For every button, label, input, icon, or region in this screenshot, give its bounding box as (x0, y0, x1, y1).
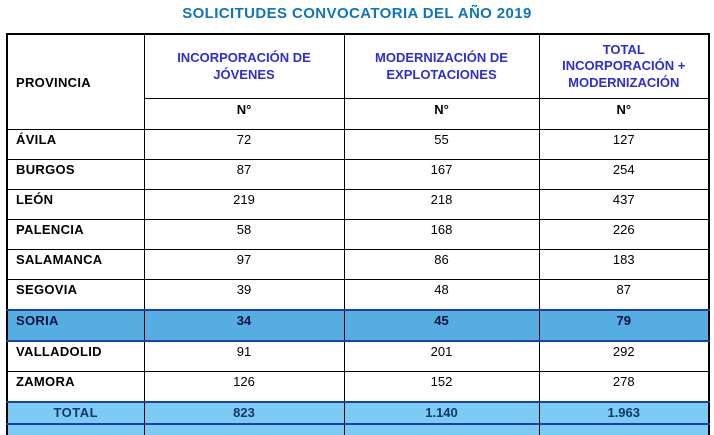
unit-header-row: N° N° N° (7, 98, 710, 130)
value-cell: 168 (343, 219, 540, 250)
page-title: SOLICITUDES CONVOCATORIA DEL AÑO 2019 (182, 5, 532, 22)
column-header-modernizacion: MODERNIZACIÓN DE EXPLOTACIONES (343, 33, 540, 99)
header-row: PROVINCIA INCORPORACIÓN DE JÓVENES MODER… (6, 33, 710, 130)
value-cell: 86 (343, 249, 540, 280)
value-cell: 87 (538, 279, 710, 311)
table-row-highlighted-soria: SORIA 34 45 79 (6, 309, 710, 342)
value-cell: 127 (538, 129, 710, 160)
value-cell: 437 (538, 189, 710, 220)
table-row: ÁVILA 72 55 127 (6, 129, 710, 160)
province-name-cell: LEÓN (6, 189, 145, 220)
province-name-cell: VALLADOLID (6, 340, 145, 372)
value-cell: 152 (343, 371, 540, 403)
value-cell: 39 (143, 279, 345, 311)
value-cell: 45 (343, 309, 540, 342)
table-row: VALLADOLID 91 201 292 (6, 340, 710, 372)
value-cell: 254 (538, 159, 710, 190)
value-cell: 91 (143, 340, 345, 372)
unit-header-cell: N° (343, 98, 540, 130)
province-name-cell: SORIA (6, 309, 145, 342)
total-row: TOTAL 823 1.140 1.963 (6, 401, 710, 425)
value-cell: 292 (538, 340, 710, 372)
value-cell: 278 (538, 371, 710, 403)
value-cell: 72 (143, 129, 345, 160)
total-value-cell: 823 (143, 401, 345, 425)
value-cell: 167 (343, 159, 540, 190)
province-name-cell: PALENCIA (6, 219, 145, 250)
unit-header-cell: N° (143, 98, 345, 130)
value-cell: 87 (143, 159, 345, 190)
value-cell: 201 (343, 340, 540, 372)
total-label-cell: TOTAL (6, 401, 145, 425)
column-header-jovenes: INCORPORACIÓN DE JÓVENES (143, 33, 345, 99)
value-cell: 218 (343, 189, 540, 220)
province-name-cell: ÁVILA (6, 129, 145, 160)
province-name-cell: SEGOVIA (6, 279, 145, 311)
value-cell: 58 (143, 219, 345, 250)
table-row: SALAMANCA 97 86 183 (6, 249, 710, 280)
province-name-cell: ZAMORA (6, 371, 145, 403)
province-name-cell: BURGOS (6, 159, 145, 190)
table-row: PALENCIA 58 168 226 (6, 219, 710, 250)
table-row: LEÓN 219 218 437 (6, 189, 710, 220)
value-cell: 34 (143, 309, 345, 342)
table-row: ZAMORA 126 152 278 (6, 371, 710, 403)
value-cell: 219 (143, 189, 345, 220)
value-cell: 183 (538, 249, 710, 280)
unit-header-cell: N° (538, 98, 710, 130)
table-row: SEGOVIA 39 48 87 (6, 279, 710, 311)
province-name-cell: SALAMANCA (6, 249, 145, 280)
value-cell: 79 (538, 309, 710, 342)
total-highlight-overflow-strip (6, 424, 710, 435)
total-value-cell: 1.963 (538, 401, 710, 425)
total-value-cell: 1.140 (343, 401, 540, 425)
table-row: BURGOS 87 167 254 (6, 159, 710, 190)
provincia-header-cell: PROVINCIA (6, 33, 145, 130)
value-cell: 97 (143, 249, 345, 280)
solicitudes-table: PROVINCIA INCORPORACIÓN DE JÓVENES MODER… (6, 33, 710, 435)
value-cell: 55 (343, 129, 540, 160)
value-cell: 226 (538, 219, 710, 250)
value-cell: 48 (343, 279, 540, 311)
column-header-total: TOTAL INCORPORACIÓN + MODERNIZACIÓN (538, 33, 710, 99)
value-cell: 126 (143, 371, 345, 403)
